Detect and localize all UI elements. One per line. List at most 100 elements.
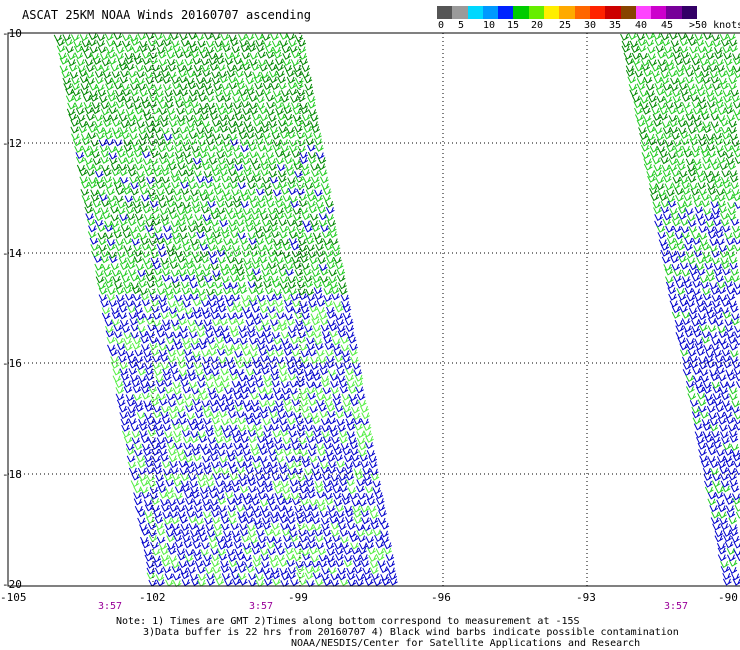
wind-barb: [245, 84, 254, 92]
wind-barb: [262, 473, 271, 481]
wind-barb: [277, 412, 287, 420]
wind-barb: [703, 300, 713, 308]
wind-barb: [120, 319, 129, 327]
wind-barb: [249, 493, 258, 501]
wind-barb: [257, 207, 267, 215]
wind-barb: [247, 530, 257, 538]
wind-barb: [90, 189, 99, 197]
wind-barb: [701, 331, 711, 339]
wind-barb: [241, 244, 250, 252]
wind-barb: [210, 560, 220, 568]
wind-barb: [161, 127, 170, 135]
wind-barb: [343, 362, 352, 370]
wind-barb: [301, 456, 311, 463]
wind-barb: [726, 547, 736, 555]
wind-barb: [720, 393, 730, 401]
wind-barb: [193, 311, 203, 319]
wind-barb: [322, 238, 332, 246]
wind-barb: [101, 312, 111, 320]
wind-barb: [221, 231, 230, 239]
wind-barb: [134, 349, 144, 357]
wind-barb: [134, 163, 144, 171]
wind-barb: [188, 132, 198, 140]
wind-barb: [328, 231, 338, 239]
wind-barb: [155, 375, 164, 383]
wind-barb: [228, 127, 237, 135]
wind-barb: [671, 306, 681, 314]
wind-barb: [163, 517, 172, 525]
wind-barb: [224, 349, 234, 357]
wind-barb: [133, 443, 143, 451]
wind-barb: [228, 133, 238, 141]
wind-barb: [151, 448, 160, 456]
wind-barb: [176, 505, 186, 513]
wind-barb: [173, 393, 183, 401]
wind-barb: [262, 517, 271, 525]
wind-barb: [138, 474, 148, 482]
wind-barb: [728, 170, 738, 178]
wind-barb: [269, 461, 278, 469]
wind-barb: [286, 318, 296, 326]
wind-barb: [729, 305, 739, 313]
wind-barb: [328, 567, 337, 575]
wind-barb: [255, 231, 265, 239]
wind-barb: [728, 566, 738, 574]
wind-barb: [97, 282, 106, 290]
wind-barb: [199, 250, 209, 258]
wind-barb: [729, 262, 739, 270]
wind-barb: [725, 238, 735, 246]
wind-barb: [193, 64, 203, 72]
wind-barb: [88, 181, 97, 189]
wind-barb: [246, 274, 256, 282]
wind-barb: [259, 355, 269, 363]
wind-barb: [168, 256, 178, 264]
wind-barb: [700, 70, 710, 78]
wind-barb: [138, 133, 148, 141]
wind-barb: [133, 102, 142, 110]
wind-barb: [67, 102, 76, 110]
wind-barb: [192, 108, 202, 116]
wind-barb: [724, 541, 734, 549]
wind-barb: [732, 497, 740, 505]
wind-barb: [208, 343, 218, 351]
wind-barb: [261, 567, 271, 575]
wind-barb: [334, 355, 344, 363]
wind-barb: [153, 467, 163, 475]
wind-barb: [380, 574, 389, 582]
wind-barb: [168, 212, 178, 220]
wind-barb: [217, 157, 227, 165]
wind-barb: [146, 467, 155, 475]
wind-barb: [287, 524, 297, 532]
wind-barb: [183, 450, 193, 458]
wind-barb: [721, 225, 731, 233]
time-label: 3:57: [98, 601, 122, 612]
wind-barb: [727, 424, 737, 432]
wind-barb: [132, 201, 142, 209]
wind-barb: [113, 231, 123, 239]
wind-barb: [697, 133, 707, 141]
wind-barb: [186, 466, 196, 474]
wind-barb: [665, 281, 675, 289]
wind-barb: [277, 170, 287, 178]
wind-barb: [172, 423, 181, 431]
wind-barb: [314, 437, 324, 444]
wind-barb: [201, 455, 211, 463]
wind-barb: [714, 486, 724, 494]
wind-barb: [722, 578, 732, 586]
wind-barb: [337, 330, 347, 338]
wind-barb: [136, 412, 146, 420]
wind-barb: [237, 511, 246, 519]
wind-barb: [123, 436, 133, 444]
wind-barb: [98, 139, 108, 147]
wind-barb: [282, 251, 291, 259]
wind-barb: [222, 287, 232, 295]
wind-barb: [374, 492, 384, 500]
wind-barb: [314, 293, 323, 301]
wind-barb: [731, 535, 740, 543]
wind-barb: [256, 96, 265, 104]
wind-barb: [653, 170, 663, 177]
wind-barb: [251, 313, 260, 321]
wind-barb: [726, 293, 736, 301]
wind-barb: [287, 131, 296, 139]
wind-barb: [229, 466, 239, 474]
